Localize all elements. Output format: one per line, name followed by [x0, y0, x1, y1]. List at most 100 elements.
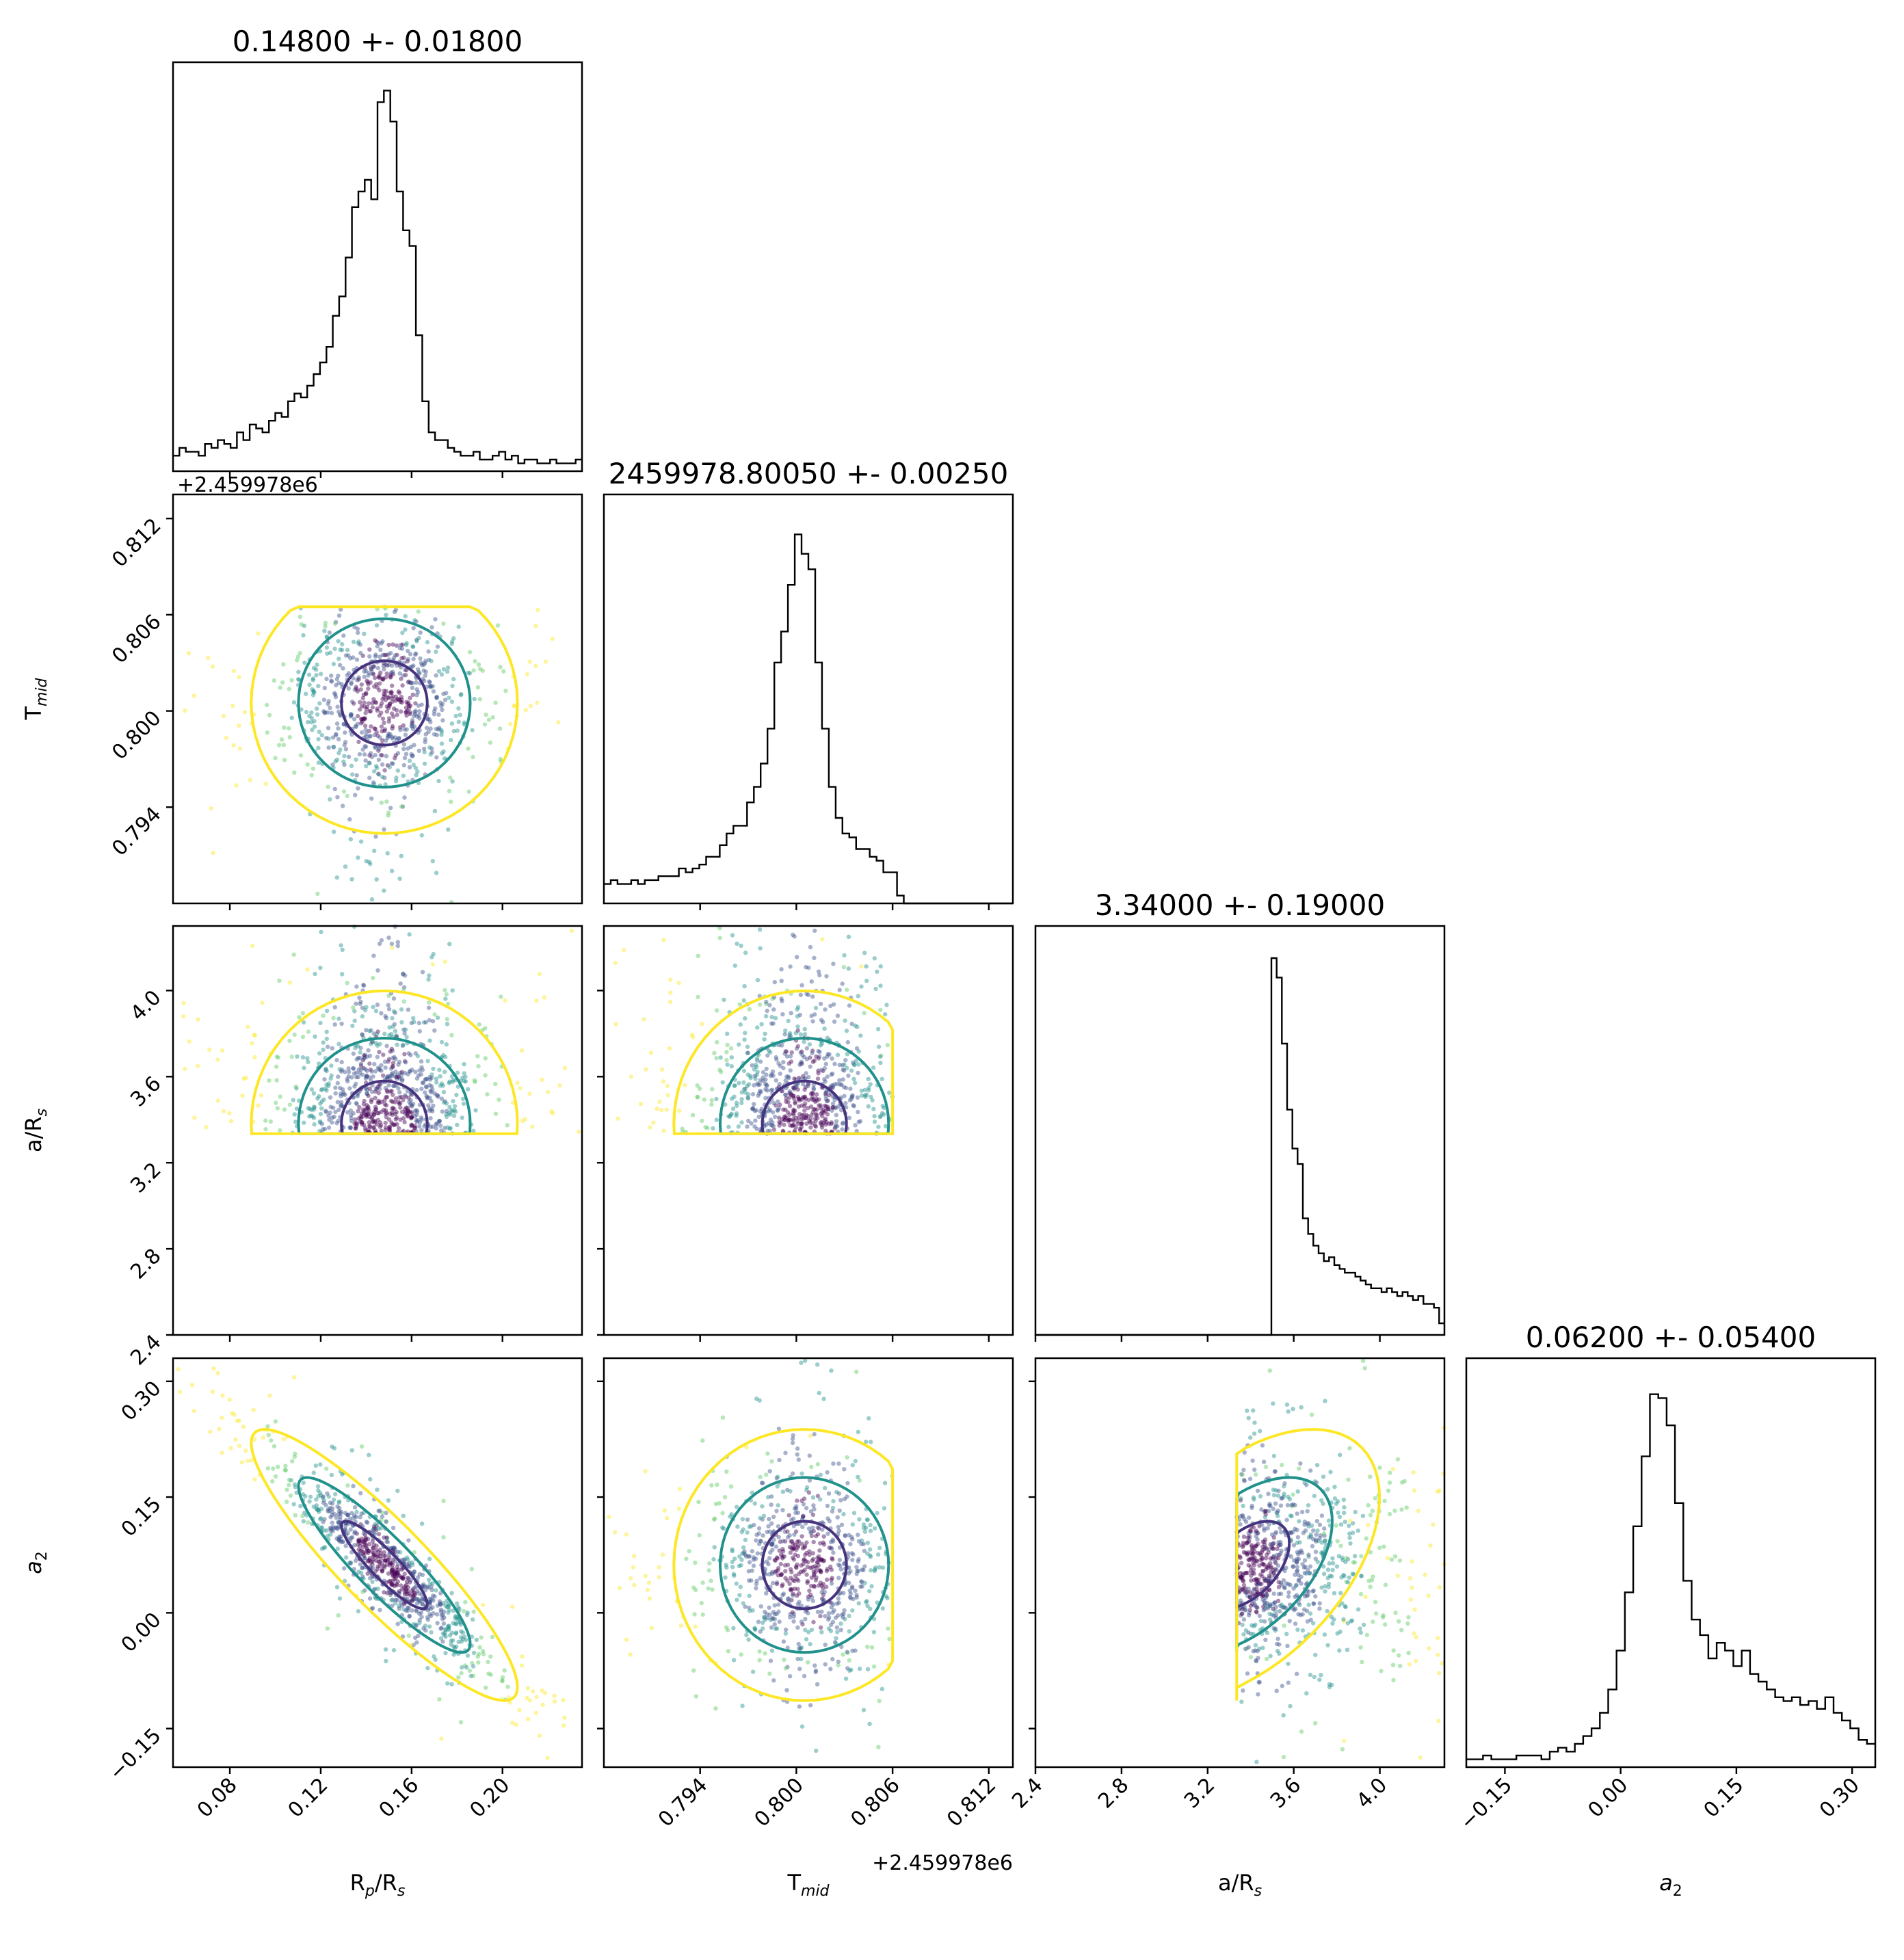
scatter-point — [317, 729, 321, 734]
scatter-point — [1305, 1509, 1310, 1513]
scatter-point — [353, 1046, 358, 1050]
scatter-point — [1313, 1721, 1318, 1725]
scatter-point — [790, 1436, 795, 1442]
scatter-point — [297, 1015, 302, 1020]
scatter-point — [788, 1489, 793, 1494]
scatter-point — [856, 1049, 862, 1054]
scatter-point — [831, 1498, 836, 1504]
scatter-point — [883, 1124, 888, 1128]
scatter-point — [765, 1053, 770, 1058]
scatter-point — [1306, 1552, 1311, 1557]
scatter-point — [411, 1016, 416, 1021]
scatter-point — [323, 1086, 328, 1091]
scatter-point — [449, 737, 453, 743]
scatter-point — [715, 1482, 719, 1487]
scatter-point — [830, 1505, 836, 1511]
scatter-point — [382, 667, 386, 672]
scatter-point — [1237, 1554, 1243, 1559]
scatter-point — [654, 1107, 659, 1111]
scatter-point — [1311, 1588, 1316, 1593]
scatter-point — [393, 1074, 398, 1078]
scatter-point — [232, 1412, 237, 1417]
scatter-point — [495, 623, 501, 628]
scatter-point — [856, 1533, 860, 1537]
scatter-point — [887, 1090, 892, 1096]
scatter-point — [469, 1567, 474, 1572]
scatter-point — [774, 1555, 780, 1560]
scatter-point — [814, 1748, 819, 1753]
scatter-point — [430, 684, 435, 689]
scatter-point — [355, 689, 360, 693]
scatter-point — [1267, 1617, 1273, 1622]
scatter-point — [1239, 1611, 1244, 1616]
scatter-point — [437, 1697, 442, 1702]
scatter-point — [264, 702, 269, 708]
scatter-point — [387, 703, 392, 708]
scatter-point — [416, 703, 421, 708]
scatter-point — [459, 1639, 464, 1644]
scatter-point — [428, 1124, 433, 1129]
scatter-point — [384, 1110, 389, 1115]
scatter-point — [818, 1001, 823, 1007]
scatter-point — [802, 1087, 807, 1092]
scatter-point — [406, 1051, 411, 1056]
scatter-point — [434, 1122, 438, 1127]
scatter-point — [1360, 1513, 1366, 1518]
scatter-point — [380, 729, 384, 734]
scatter-point — [281, 743, 286, 747]
scatter-point — [877, 1698, 882, 1704]
scatter-point — [270, 1479, 275, 1484]
scatter-point — [826, 1491, 832, 1496]
scatter-point — [657, 1099, 662, 1104]
scatter-point — [377, 675, 382, 680]
scatter-point — [818, 1043, 823, 1048]
scatter-point — [501, 669, 506, 674]
scatter-point — [787, 1089, 792, 1094]
scatter-point — [828, 1628, 834, 1634]
scatter-point — [1412, 1607, 1417, 1612]
scatter-point — [1317, 1678, 1322, 1682]
scatter-point — [757, 1649, 762, 1654]
scatter-point — [369, 1028, 373, 1033]
scatter-point — [1277, 1642, 1282, 1647]
scatter-point — [439, 729, 445, 734]
scatter-point — [607, 1514, 611, 1520]
scatter-point — [822, 1589, 828, 1594]
scatter-point — [808, 944, 813, 950]
scatter-point — [391, 1063, 395, 1069]
scatter-point — [380, 639, 385, 644]
scatter-point — [771, 1127, 777, 1133]
scatter-point — [425, 1095, 430, 1100]
scatter-point — [419, 1117, 424, 1122]
scatter-point — [769, 1459, 774, 1464]
scatter-point — [425, 717, 430, 721]
scatter-point — [724, 1057, 729, 1063]
scatter-point — [436, 712, 441, 717]
scatter-point — [375, 1100, 380, 1105]
scatter-point — [318, 1111, 323, 1117]
scatter-point — [840, 1127, 845, 1132]
scatter-point — [386, 1075, 391, 1080]
scatter-point — [1289, 1502, 1294, 1507]
scatter-point — [398, 699, 403, 704]
scatter-point — [356, 786, 360, 791]
scatter-point — [449, 1642, 453, 1647]
scatter-point — [1293, 1606, 1298, 1611]
scatter-point — [379, 1011, 384, 1016]
scatter-point — [741, 1068, 747, 1074]
scatter-point — [769, 1648, 775, 1653]
scatter-point — [447, 1081, 451, 1085]
scatter-point — [551, 1111, 555, 1116]
scatter-point — [776, 1602, 781, 1607]
scatter-point — [759, 1481, 765, 1485]
scatter-point — [434, 649, 438, 654]
scatter-point — [348, 1126, 353, 1130]
scatter-point — [745, 1083, 750, 1089]
scatter-point — [419, 1065, 424, 1070]
scatter-point — [462, 1071, 466, 1076]
scatter-point — [358, 1056, 362, 1061]
scatter-point — [780, 1556, 785, 1561]
scatter-point — [321, 709, 326, 714]
scatter-point — [240, 1094, 245, 1098]
scatter-point — [845, 1650, 849, 1654]
